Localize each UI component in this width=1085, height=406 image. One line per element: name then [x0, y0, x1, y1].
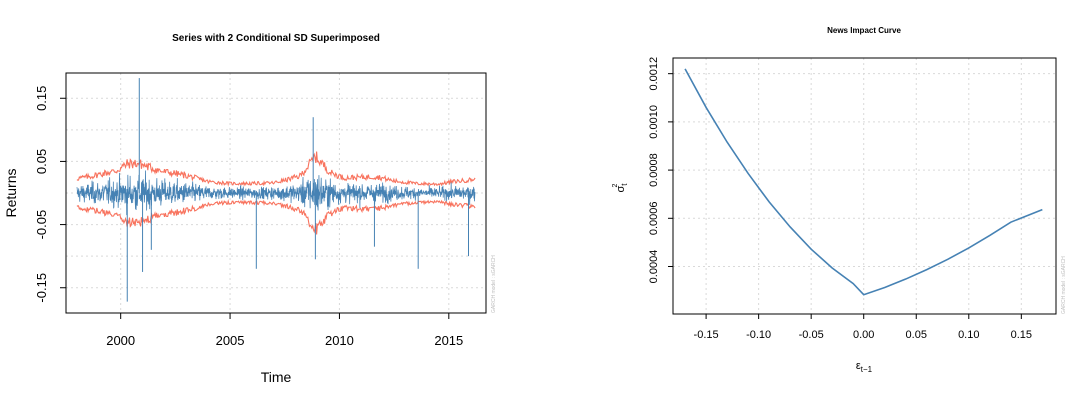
left-x-tick-label: 2005	[216, 333, 245, 348]
lower-sd-band	[76, 198, 476, 235]
right-y-axis-label: σt2	[612, 183, 629, 193]
right-y-tick-label: 0.0006	[648, 201, 660, 235]
right-y-axis: 0.0004 0.0006 0.0008 0.0010 0.0012	[648, 57, 673, 283]
right-x-axis-label-main: ε	[856, 360, 861, 372]
left-y-tick-label: 0.15	[34, 86, 49, 111]
right-x-tick-label: -0.15	[694, 329, 719, 341]
left-y-axis: -0.15 -0.05 0.05 0.15	[34, 86, 66, 303]
right-y-axis-label-sup: 2	[612, 183, 619, 187]
right-x-tick-label: 0.00	[853, 329, 874, 341]
right-x-tick-label: 0.10	[958, 329, 979, 341]
right-x-tick-label: 0.15	[1011, 329, 1032, 341]
right-y-tick-label: 0.0012	[648, 57, 660, 91]
right-y-tick-label: 0.0010	[648, 105, 660, 139]
left-x-tick-label: 2015	[434, 333, 463, 348]
upper-sd-band	[76, 151, 476, 188]
news-impact-curve-line	[684, 68, 1043, 296]
left-y-tick-label: -0.15	[34, 273, 49, 303]
left-y-tick-label: -0.05	[34, 210, 49, 240]
left-x-axis-label: Time	[261, 369, 292, 385]
right-x-tick-label: -0.05	[799, 329, 824, 341]
right-x-axis-label: εt−1	[856, 360, 873, 374]
right-y-tick-label: 0.0004	[648, 250, 660, 284]
right-plot-frame	[672, 57, 1057, 315]
left-returns-series	[76, 78, 476, 302]
right-x-tick-label: 0.05	[906, 329, 927, 341]
right-x-axis-label-sub: t−1	[861, 365, 873, 374]
right-y-axis-label-sub: t	[620, 183, 629, 186]
left-y-axis-label: Returns	[3, 168, 19, 217]
left-x-axis: 2000 2005 2010 2015	[106, 313, 463, 348]
left-plot-frame	[65, 72, 487, 314]
right-watermark: GARCH model : sGARCH	[1061, 256, 1067, 314]
left-x-tick-label: 2000	[106, 333, 135, 348]
left-chart-title: Series with 2 Conditional SD Superimpose…	[172, 33, 380, 44]
right-gridlines	[673, 58, 1056, 314]
right-x-tick-label: -0.10	[746, 329, 771, 341]
returns-line	[76, 170, 476, 216]
left-watermark: GARCH model : sGARCH	[491, 255, 497, 313]
left-y-tick-label: 0.05	[34, 149, 49, 174]
right-y-axis-label-main: σ	[615, 186, 627, 193]
left-sd-bands	[76, 151, 476, 235]
right-chart-title: News Impact Curve	[827, 26, 901, 35]
left-x-tick-label: 2010	[325, 333, 354, 348]
right-y-tick-label: 0.0008	[648, 153, 660, 187]
left-gridlines	[66, 73, 486, 313]
right-x-axis: -0.15 -0.10 -0.05 0.00 0.05 0.10 0.15	[694, 314, 1032, 341]
